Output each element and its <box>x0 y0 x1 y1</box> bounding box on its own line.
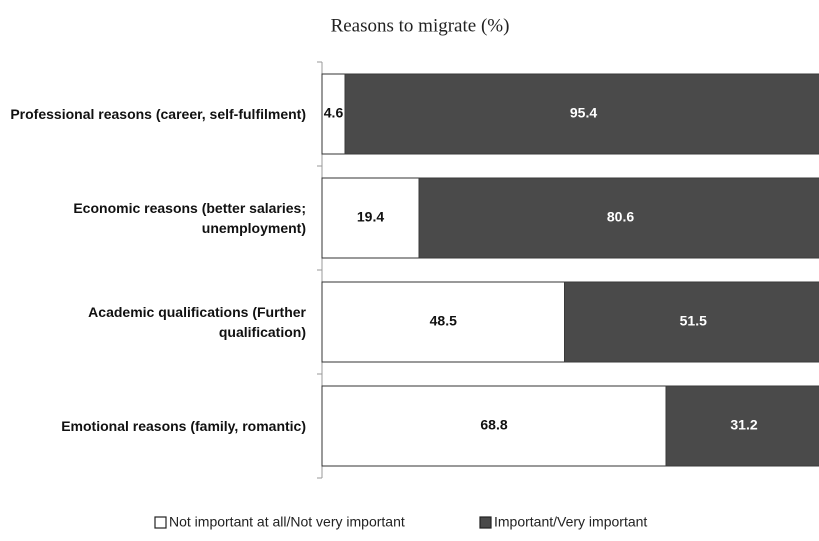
data-label: 31.2 <box>730 417 757 433</box>
bar <box>665 385 819 467</box>
bar <box>321 385 667 467</box>
data-label: 80.6 <box>607 209 634 225</box>
y-tick-label: Emotional reasons (family, romantic) <box>61 418 306 434</box>
legend-label: Not important at all/Not very important <box>169 514 405 530</box>
y-tick-label: Professional reasons (career, self-fulfi… <box>10 106 306 122</box>
legend-swatch <box>479 516 492 529</box>
bar <box>321 177 420 259</box>
chart-title: Reasons to migrate (%) <box>331 15 510 36</box>
y-tick-label: Academic qualifications (Further qualifi… <box>88 304 306 340</box>
legend-label: Important/Very important <box>494 514 647 530</box>
data-label: 4.6 <box>324 105 344 121</box>
data-label: 48.5 <box>430 313 457 329</box>
bar <box>564 281 819 363</box>
bar <box>344 73 819 155</box>
bar <box>321 281 565 363</box>
bar <box>418 177 819 259</box>
legend-swatch <box>154 516 167 529</box>
y-tick-label: Economic reasons (better salaries; unemp… <box>73 200 306 236</box>
data-label: 19.4 <box>357 209 384 225</box>
data-label: 51.5 <box>680 313 707 329</box>
data-label: 95.4 <box>570 105 597 121</box>
data-label: 68.8 <box>480 417 507 433</box>
